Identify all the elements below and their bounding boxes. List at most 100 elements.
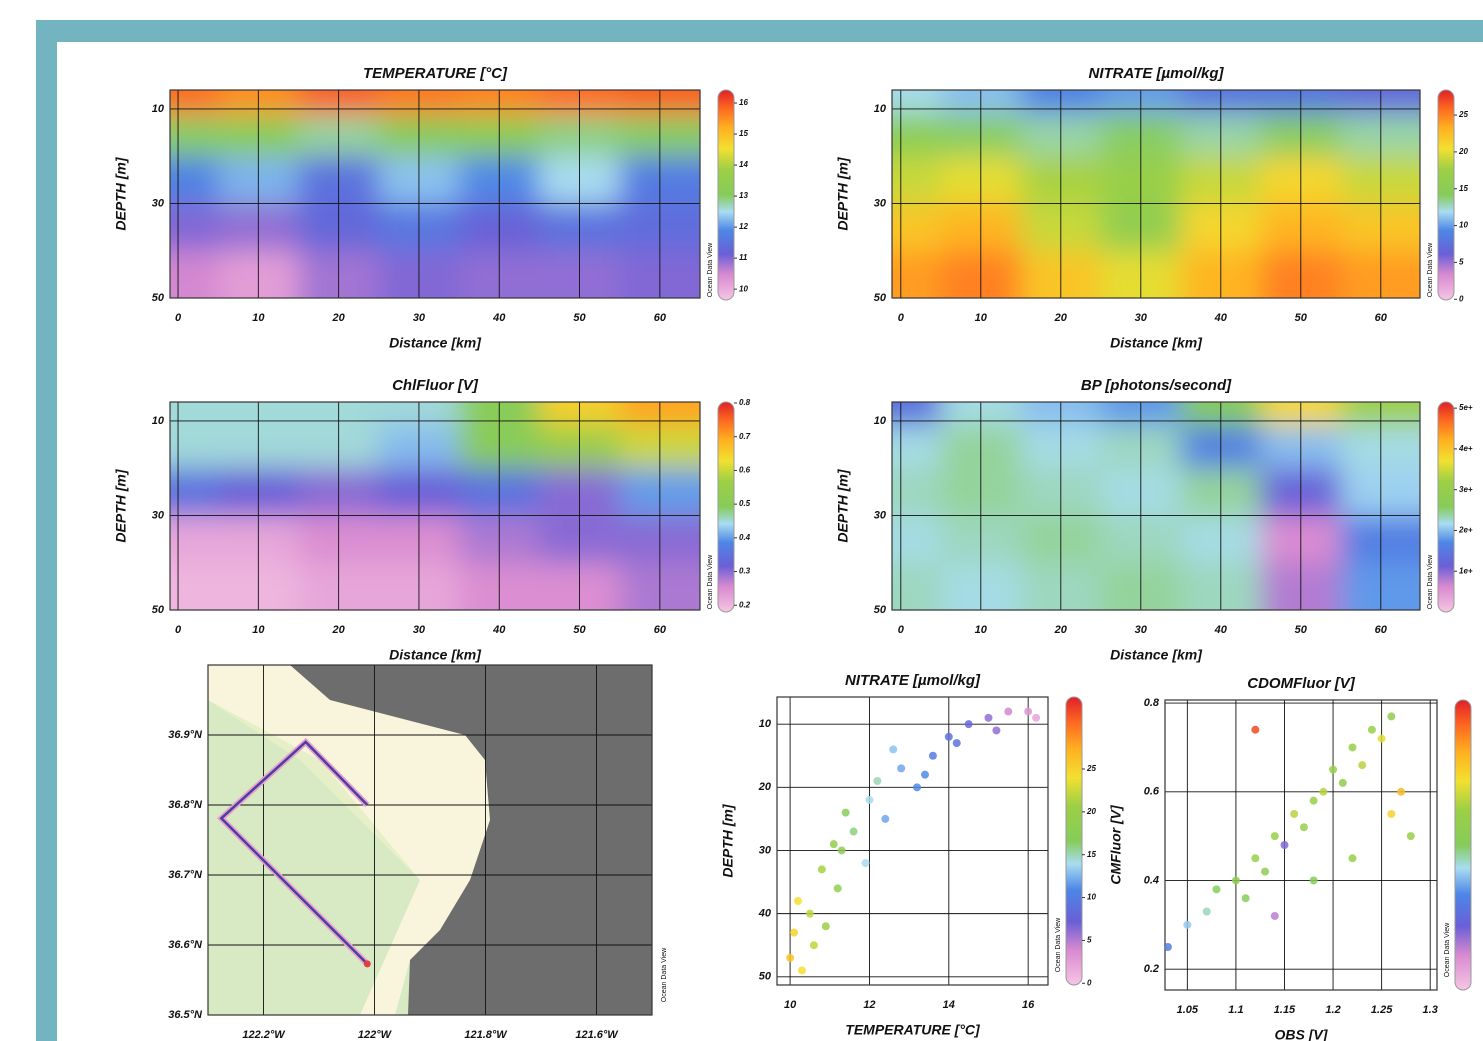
heatmap-cell bbox=[298, 425, 380, 470]
y-tick-label: 40 bbox=[758, 908, 772, 920]
heatmap-cell bbox=[892, 250, 942, 298]
plot-bg bbox=[1165, 700, 1437, 990]
colorbar-tick-label: 3e+ bbox=[1459, 485, 1473, 494]
heatmap-cell bbox=[539, 203, 621, 252]
heatmap-cell bbox=[940, 203, 1022, 252]
y-tick-label: 36.9°N bbox=[168, 729, 203, 741]
heatmap-cell bbox=[298, 203, 380, 252]
scatter-point bbox=[1406, 832, 1415, 841]
colorbar-tick-label: 0 bbox=[1087, 978, 1092, 987]
heatmap-cell bbox=[539, 402, 621, 427]
scatter-point bbox=[1004, 707, 1013, 716]
panel: 0 10 20 30 40 50 60 10 30 50 ChlFluor [V] Distance … bbox=[113, 377, 751, 663]
heatmap-cell bbox=[940, 402, 1022, 427]
heatmap-cell bbox=[218, 515, 300, 564]
points bbox=[1165, 712, 1415, 951]
heatmap-clip bbox=[892, 90, 1420, 298]
scatter-point bbox=[821, 922, 830, 931]
scatter-point bbox=[944, 732, 953, 741]
scatter-point bbox=[841, 808, 850, 817]
scatter-point bbox=[809, 941, 818, 950]
heatmap-field bbox=[170, 402, 700, 610]
plot-frame bbox=[207, 664, 653, 1016]
x-axis-label: Distance [km] bbox=[1110, 647, 1203, 663]
heatmap-cell bbox=[1260, 402, 1342, 427]
heatmap-cell bbox=[940, 156, 1022, 205]
watermark: Ocean Data View bbox=[1444, 922, 1451, 977]
heatmap-cell bbox=[459, 90, 541, 115]
x-tick-label: 10 bbox=[252, 624, 265, 636]
x-tick-label: 30 bbox=[413, 624, 426, 636]
heatmap-cell bbox=[892, 90, 942, 115]
heatmap-cell bbox=[1260, 90, 1342, 115]
heatmap-cell bbox=[1100, 203, 1182, 252]
colorbar-tick-label: 5e+ bbox=[1459, 403, 1473, 412]
colorbar bbox=[1454, 699, 1472, 991]
x-tick-label: 0 bbox=[898, 624, 905, 636]
heatmap-cell bbox=[1260, 113, 1342, 158]
colorbar bbox=[1437, 89, 1455, 301]
scatter-point bbox=[889, 745, 898, 754]
y-tick-label: 30 bbox=[874, 509, 887, 521]
watermark: Ocean Data View bbox=[707, 554, 714, 609]
panel: 122.2°W 122°W 121.8°W 121.6°W 36.5°N 36.6°N 36… bbox=[168, 664, 668, 1041]
x-tick-label: 30 bbox=[1135, 624, 1148, 636]
heatmap-cell bbox=[298, 250, 380, 298]
heatmap-cell bbox=[1180, 515, 1262, 564]
panel-title: NITRATE [µmol/kg] bbox=[845, 672, 981, 689]
scatter-point bbox=[797, 966, 806, 975]
heatmap-cell bbox=[1100, 90, 1182, 115]
plot-frame bbox=[169, 401, 701, 611]
y-tick-label: 50 bbox=[759, 971, 772, 983]
heatmap-cell bbox=[1260, 425, 1342, 470]
heatmap-cell bbox=[892, 468, 942, 517]
x-tick-label: 40 bbox=[1214, 624, 1228, 636]
x-tick-label: 0 bbox=[898, 312, 905, 324]
colorbar bbox=[717, 401, 735, 613]
heatmap-cell bbox=[218, 402, 300, 427]
heatmap-cell bbox=[378, 156, 461, 205]
colorbar-tick-label: 20 bbox=[1458, 147, 1468, 156]
x-tick-label: 50 bbox=[573, 624, 586, 636]
colorbar-tick-label: 20 bbox=[1086, 807, 1096, 816]
panel: 1.05 1.1 1.15 1.2 1.25 1.3 0.2 0.4 0.6 0.8 CDOMFlu… bbox=[1108, 675, 1472, 1041]
heatmap-cell bbox=[539, 562, 621, 610]
heatmap-cell bbox=[940, 113, 1022, 158]
cruise-track bbox=[219, 740, 369, 965]
x-tick-label: 20 bbox=[332, 312, 346, 324]
x-tick-label: 30 bbox=[413, 312, 426, 324]
y-tick-label: 36.6°N bbox=[168, 939, 203, 951]
scatter-point bbox=[1251, 854, 1260, 863]
scatter-point bbox=[1241, 894, 1250, 903]
y-tick-label: 30 bbox=[152, 509, 165, 521]
heatmap-cell bbox=[1100, 515, 1182, 564]
heatmap-cell bbox=[1180, 425, 1262, 470]
heatmap-cell bbox=[1100, 250, 1182, 298]
colorbar-tick-label: 0.2 bbox=[739, 600, 751, 609]
heatmap-cell bbox=[539, 250, 621, 298]
watermark: Ocean Data View bbox=[1055, 917, 1062, 972]
scatter-point bbox=[1299, 823, 1308, 832]
heatmap-cell bbox=[539, 468, 621, 517]
heatmap-cell bbox=[378, 203, 461, 252]
points bbox=[786, 707, 1041, 975]
colorbar-tick-label: 5 bbox=[1459, 258, 1464, 267]
watermark: Ocean Data View bbox=[1427, 554, 1434, 609]
y-tick-label: 30 bbox=[152, 197, 165, 209]
y-axis-label: DEPTH [m] bbox=[113, 156, 129, 230]
y-tick-label: 0.6 bbox=[1144, 786, 1160, 798]
colorbar-tick-label: 5 bbox=[1087, 936, 1092, 945]
scatter-point bbox=[1348, 854, 1357, 863]
x-tick-label: 0 bbox=[175, 624, 182, 636]
heatmap-cell bbox=[1100, 156, 1182, 205]
scatter-point bbox=[964, 720, 973, 729]
heatmap-cell bbox=[298, 90, 380, 115]
heatmap-cell bbox=[459, 113, 541, 158]
scatter-point bbox=[1377, 734, 1386, 743]
x-tick-label: 50 bbox=[1295, 624, 1308, 636]
heatmap-cell bbox=[539, 515, 621, 564]
plot-frame bbox=[891, 89, 1421, 299]
scatter-point bbox=[1251, 725, 1260, 734]
x-axis-label: Distance [km] bbox=[1110, 335, 1203, 351]
